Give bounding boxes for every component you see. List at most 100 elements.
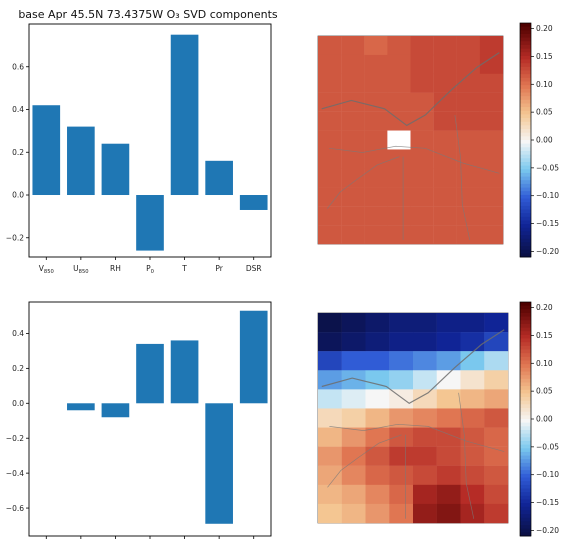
heatmap-2-cell-11-3 — [365, 503, 390, 524]
bar-2-p0 — [136, 343, 164, 404]
heatmap-1-cell-9-1 — [318, 187, 342, 207]
y-tick-label-1-4: 0.4 — [12, 105, 24, 114]
colorbar-2-segment-22 — [520, 378, 531, 383]
heatmap-1-cell-6-4 — [387, 130, 411, 150]
colorbar-2-segment-23 — [520, 382, 531, 387]
colorbar-1-segment-13 — [520, 66, 531, 71]
heatmap-2-cell-8-3 — [365, 446, 390, 466]
heatmap-2-cell-9-7 — [460, 465, 485, 486]
heatmap-2-cell-3-7 — [460, 351, 485, 371]
heatmap-2-cell-4-7 — [460, 370, 485, 390]
heatmap-1-cell-6-2 — [341, 130, 365, 150]
colorbar-2-tick-label-5: 0.00 — [536, 415, 553, 424]
bar-2-u850 — [67, 403, 95, 411]
heatmap-1-cell-8-3 — [364, 168, 388, 188]
heatmap-2-cell-5-3 — [365, 389, 390, 409]
heatmap-1-cell-4-6 — [433, 92, 457, 112]
colorbar-1-segment-55 — [520, 220, 531, 225]
y-tick-label-2-6: 0.4 — [12, 329, 24, 338]
heatmap-2-cell-2-5 — [413, 332, 437, 352]
x-tick-label-base-1-7: DSR — [246, 264, 262, 273]
colorbar-1-segment-63 — [520, 249, 531, 254]
heatmap-1-cell-3-1 — [318, 73, 342, 93]
heatmap-2-cell-5-6 — [436, 389, 461, 409]
colorbar-2-segment-54 — [520, 495, 531, 500]
heatmap-1-cell-5-4 — [387, 111, 411, 131]
heatmap-1-cell-8-1 — [318, 168, 342, 188]
colorbar-2-segment-64 — [520, 532, 531, 537]
colorbar-2-segment-12 — [520, 342, 531, 347]
colorbar-1-segment-30 — [520, 129, 531, 134]
heatmap-2-cell-5-5 — [413, 389, 437, 409]
colorbar-1-segment-6 — [520, 41, 531, 46]
heatmap-2-cell-4-2 — [341, 370, 366, 390]
heatmap-1-cell-2-4 — [387, 54, 411, 75]
heatmap-1-cell-3-3 — [364, 73, 388, 93]
heatmap-1-cell-2-5 — [410, 54, 434, 75]
colorbar-1-segment-3 — [520, 30, 531, 35]
heatmap-1-cell-3-5 — [410, 73, 434, 93]
heatmap-2-cell-3-2 — [341, 351, 366, 371]
heatmap-2-cell-8-2 — [341, 446, 366, 466]
x-tick-label-1-t: T — [181, 264, 187, 273]
heatmap-1-cell-5-5 — [410, 111, 434, 131]
heatmap-1-cell-6-6 — [433, 130, 457, 150]
colorbar-2-tick-label-9: 0.20 — [536, 303, 553, 312]
map-river-2 — [321, 329, 505, 405]
heatmap-1-cell-11-4 — [387, 225, 411, 245]
heatmap-1-cell-11-6 — [433, 225, 457, 245]
heatmap-1-cell-7-7 — [456, 149, 481, 169]
colorbar-1-segment-45 — [520, 183, 531, 188]
colorbar-2-tick-label-7: 0.10 — [536, 359, 553, 368]
colorbar-2-segment-37 — [520, 433, 531, 438]
colorbar-2-segment-35 — [520, 426, 531, 431]
heatmap-2-cell-10-5 — [413, 484, 437, 505]
colorbar-2-segment-25 — [520, 389, 531, 394]
map-border-east-1 — [329, 145, 500, 174]
heatmap-2-cell-4-8 — [484, 370, 509, 390]
colorbar-2-segment-16 — [520, 356, 531, 361]
colorbar-1-segment-25 — [520, 110, 531, 115]
map-border-state-2 — [458, 392, 475, 519]
heatmap-1-cell-7-1 — [318, 149, 342, 169]
colorbar-2-segment-27 — [520, 397, 531, 402]
bar-1-pr — [205, 160, 233, 196]
heatmap-1-cell-4-8 — [479, 92, 504, 112]
colorbar-1-segment-26 — [520, 114, 531, 119]
heatmap-2-cell-6-2 — [341, 408, 366, 428]
colorbar-2-segment-39 — [520, 440, 531, 445]
heatmap-2-cell-5-8 — [484, 389, 509, 409]
bar-1-rh — [101, 143, 130, 196]
colorbar-1-segment-43 — [520, 176, 531, 181]
colorbar-2-segment-56 — [520, 503, 531, 508]
heatmap-2-cell-6-5 — [413, 408, 437, 428]
heatmap-2-cell-10-7 — [460, 484, 485, 505]
heatmap-1-cell-1-6 — [433, 36, 457, 56]
map-border-west-2 — [327, 434, 402, 488]
colorbar-1-segment-48 — [520, 194, 531, 199]
colorbar-1-tick-label-7: 0.10 — [536, 80, 553, 89]
colorbar-1-segment-46 — [520, 187, 531, 192]
heatmap-2-cell-4-4 — [389, 370, 414, 390]
x-tick-label-sub-1-1: 850 — [44, 269, 54, 275]
colorbar-2-segment-60 — [520, 517, 531, 522]
bar-1-t — [170, 34, 199, 196]
heatmap-1-cell-2-2 — [341, 54, 365, 75]
heatmap-2-cell-7-8 — [484, 427, 509, 447]
colorbar-1-segment-59 — [520, 235, 531, 240]
heatmap-2-cell-3-3 — [365, 351, 390, 371]
colorbar-1-segment-60 — [520, 238, 531, 243]
heatmap-2-cell-1-1 — [318, 313, 342, 333]
x-tick-label-base-1-1: V — [39, 264, 45, 273]
colorbar-1-segment-23 — [520, 103, 531, 108]
heatmap-2-cell-8-6 — [436, 446, 461, 466]
colorbar-1-segment-20 — [520, 92, 531, 97]
x-tick-label-base-1-2: U — [73, 264, 79, 273]
bar-1-v850 — [32, 105, 61, 196]
colorbar-1-tick-label-9: 0.20 — [536, 24, 553, 33]
heatmap-2-cell-9-4 — [389, 465, 414, 486]
colorbar-2-tick-label-3: −0.10 — [536, 470, 559, 479]
colorbar-1-segment-8 — [520, 48, 531, 53]
heatmap-1-cell-5-1 — [318, 111, 342, 131]
